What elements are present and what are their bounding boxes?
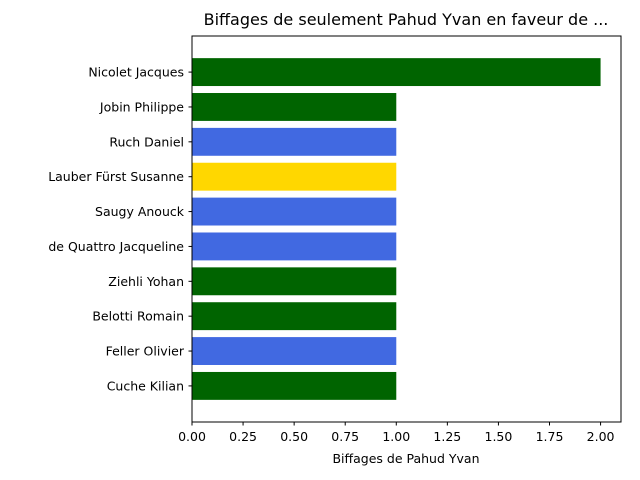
y-tick-label: Lauber Fürst Susanne bbox=[48, 169, 184, 184]
y-tick-label: Ruch Daniel bbox=[109, 134, 184, 149]
x-axis-label: Biffages de Pahud Yvan bbox=[332, 451, 479, 466]
y-tick-label: Nicolet Jacques bbox=[88, 65, 184, 80]
x-tick-label: 2.00 bbox=[587, 429, 615, 444]
bar-belotti-romain bbox=[192, 302, 397, 331]
bar-jobin-philippe bbox=[192, 93, 397, 121]
bars-group bbox=[192, 58, 601, 400]
bar-feller-olivier bbox=[192, 337, 397, 365]
y-tick-label: Ziehli Yohan bbox=[108, 274, 184, 289]
bar-de-quattro-jacqueline bbox=[192, 232, 397, 261]
y-axis-ticks: Nicolet Jacques Jobin Philippe Ruch Daniel… bbox=[48, 65, 192, 393]
x-tick-label: 1.75 bbox=[536, 429, 564, 444]
bar-nicolet-jacques bbox=[192, 58, 601, 87]
y-tick-label: Feller Olivier bbox=[106, 344, 185, 359]
y-tick-label: Cuche Kilian bbox=[107, 378, 184, 393]
y-tick-label: Saugy Anouck bbox=[95, 204, 185, 219]
bar-ruch-daniel bbox=[192, 127, 397, 156]
x-tick-label: 1.00 bbox=[382, 429, 410, 444]
x-tick-label: 1.50 bbox=[485, 429, 513, 444]
x-tick-label: 0.50 bbox=[280, 429, 308, 444]
y-tick-label: Jobin Philippe bbox=[99, 99, 184, 114]
bar-cuche-kilian bbox=[192, 371, 397, 400]
chart-title: Biffages de seulement Pahud Yvan en fave… bbox=[204, 10, 609, 29]
bar-saugy-anouck bbox=[192, 197, 397, 226]
x-tick-label: 0.25 bbox=[229, 429, 257, 444]
plot-frame bbox=[191, 35, 622, 423]
bar-lauber-furst-susanne bbox=[192, 162, 397, 191]
x-axis-ticks: 0.00 0.25 0.50 0.75 1.00 1.25 1.50 1.75 2.00 bbox=[178, 422, 615, 444]
x-tick-label: 0.00 bbox=[178, 429, 206, 444]
y-tick-label: Belotti Romain bbox=[92, 309, 184, 324]
y-tick-label: de Quattro Jacqueline bbox=[48, 239, 184, 254]
x-tick-label: 1.25 bbox=[433, 429, 461, 444]
bar-ziehli-yohan bbox=[192, 267, 397, 296]
x-tick-label: 0.75 bbox=[331, 429, 359, 444]
